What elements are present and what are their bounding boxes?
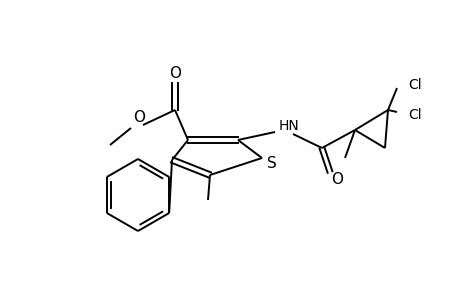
Text: Cl: Cl — [407, 108, 421, 122]
Text: O: O — [330, 172, 342, 188]
Text: O: O — [133, 110, 145, 124]
Text: S: S — [267, 155, 276, 170]
Text: HN: HN — [279, 119, 299, 133]
Text: Cl: Cl — [407, 78, 421, 92]
Text: O: O — [168, 67, 180, 82]
